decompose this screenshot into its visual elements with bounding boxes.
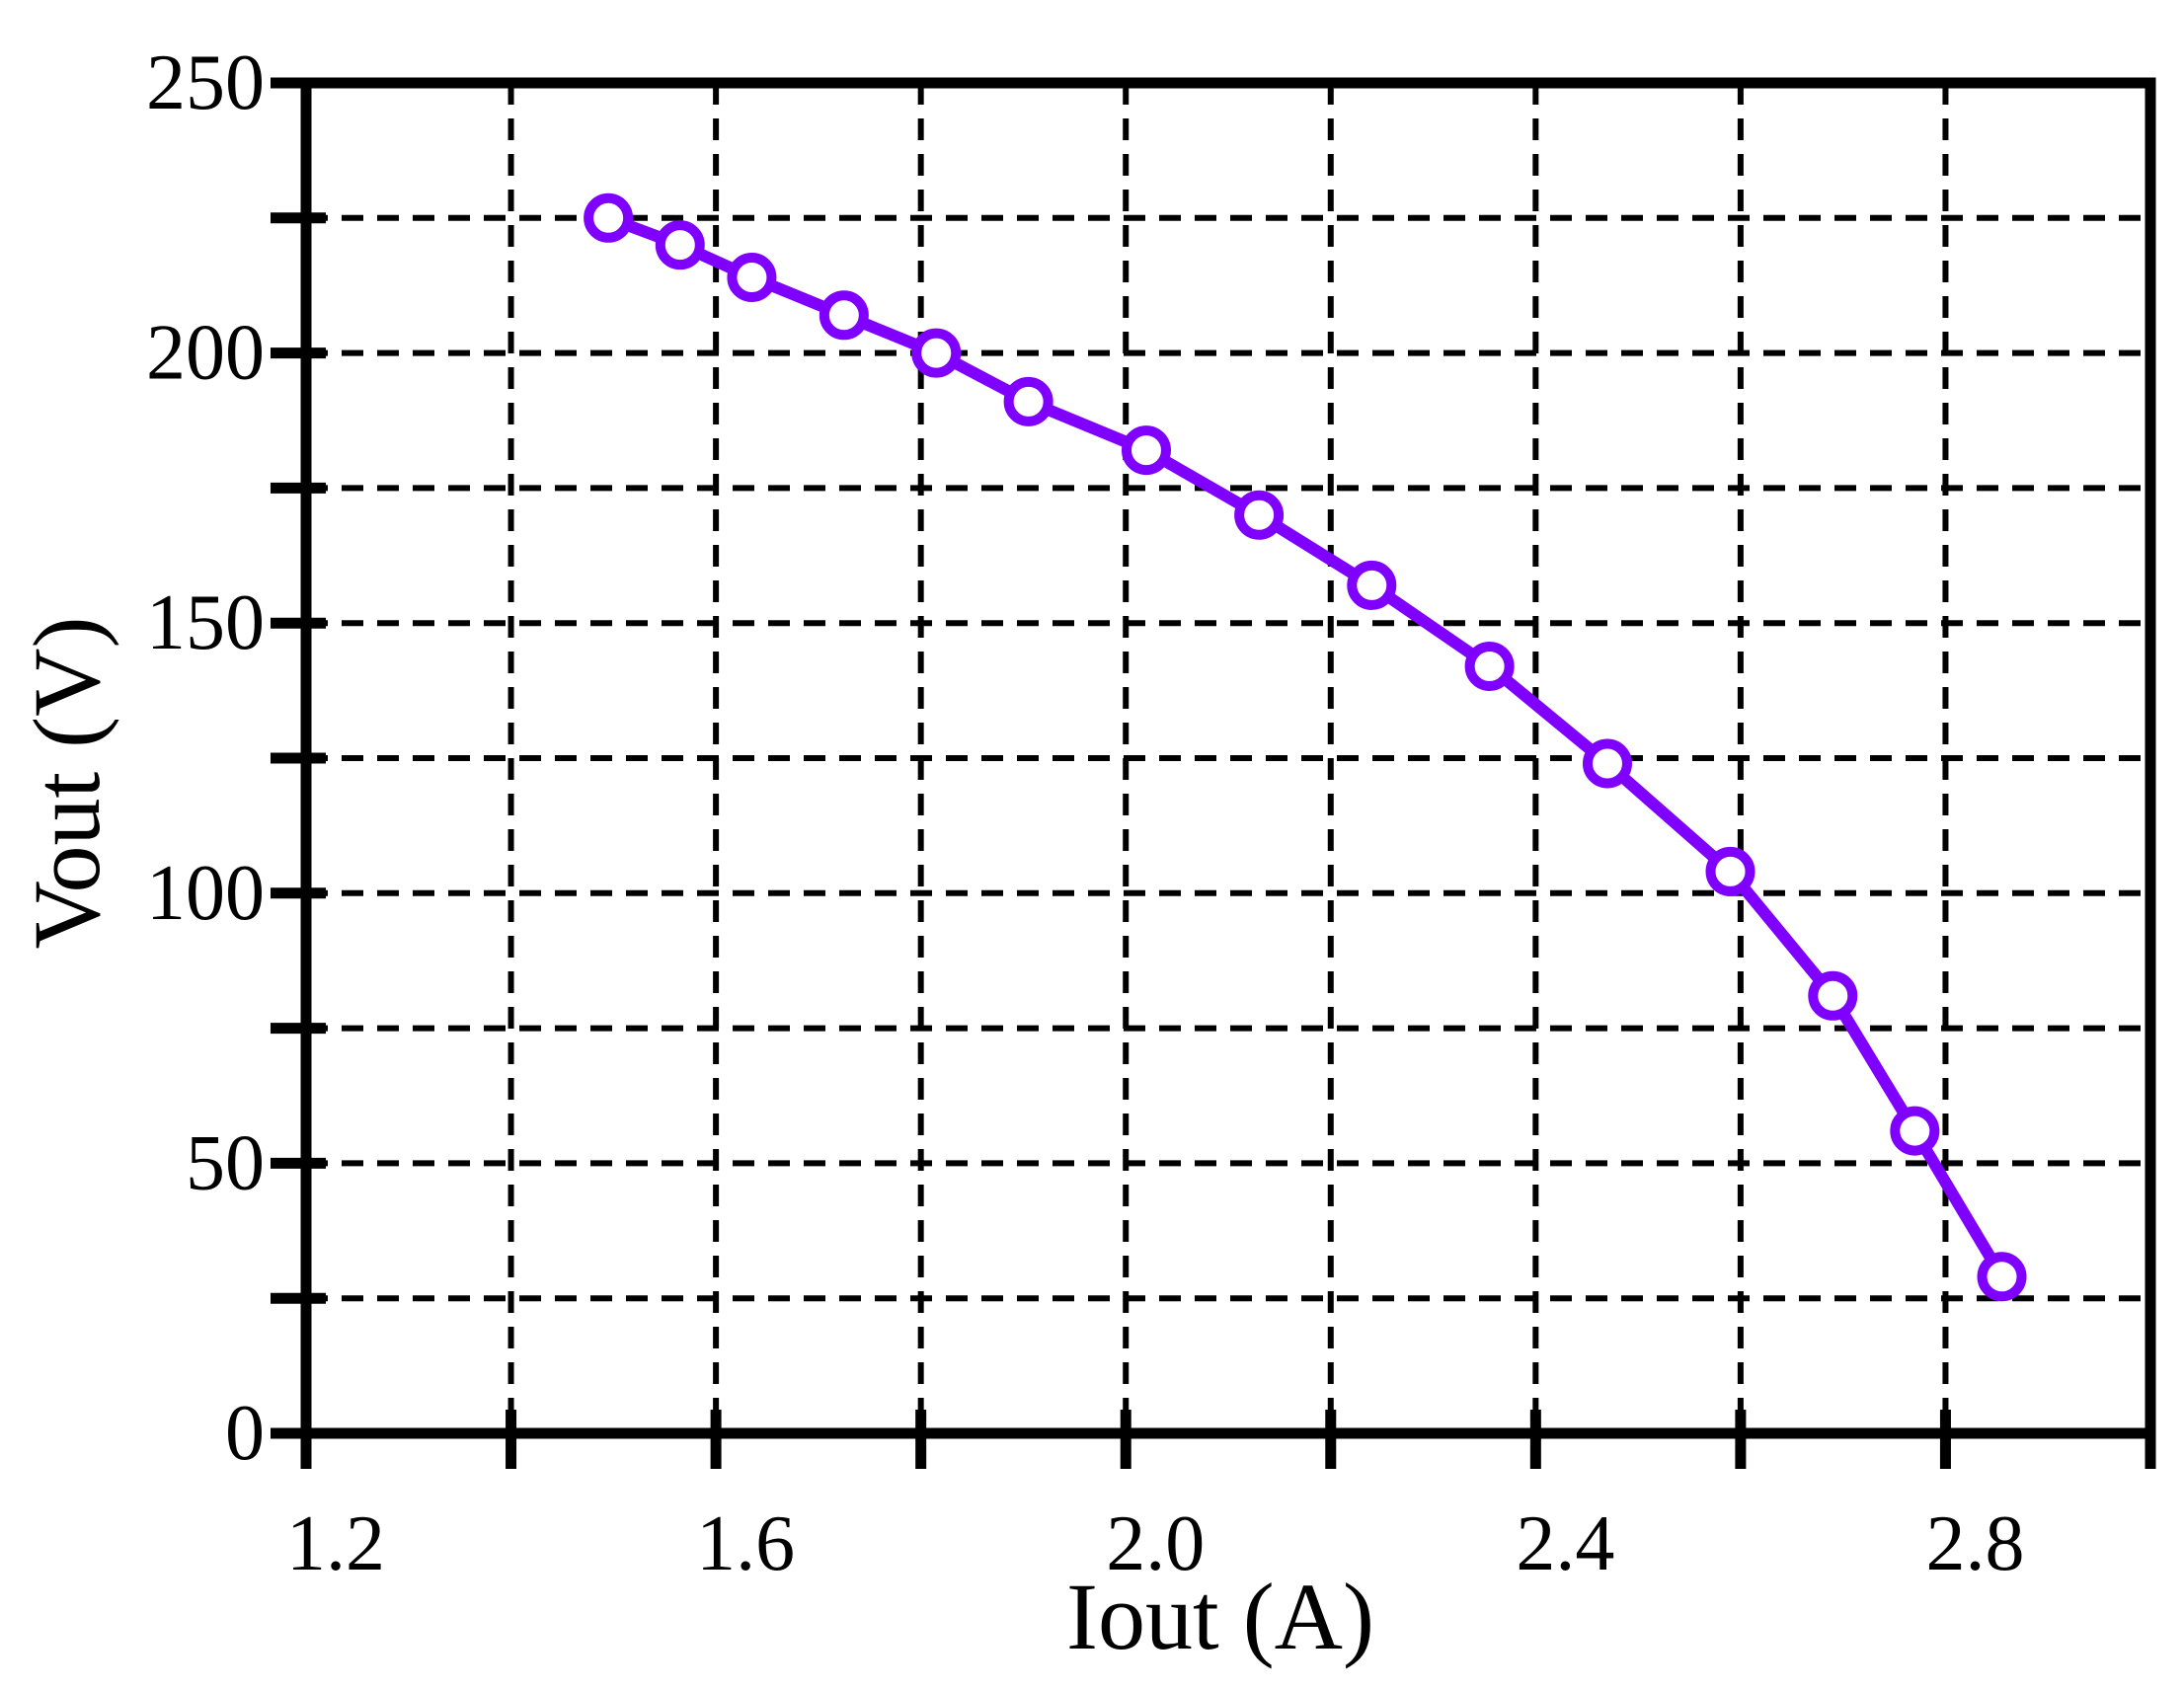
data-point <box>1464 641 1515 691</box>
y-tick-label: 150 <box>146 579 265 666</box>
x-tick-label: 2.8 <box>1925 1500 2024 1587</box>
data-point <box>1347 560 1397 610</box>
series-line <box>602 211 2008 1283</box>
data-point <box>655 220 705 270</box>
y-axis-label: Vout (V) <box>14 617 119 950</box>
data-point <box>1582 738 1632 789</box>
x-tick-label: 1.2 <box>286 1500 385 1587</box>
y-tick-label: 100 <box>146 850 265 937</box>
data-point <box>911 328 962 378</box>
x-tick-label: 1.6 <box>696 1500 795 1587</box>
data-point <box>1890 1106 1940 1156</box>
data-point <box>1234 490 1285 540</box>
data-point <box>1121 425 1171 476</box>
data-point <box>727 252 777 302</box>
data-point <box>1705 846 1755 896</box>
y-tick-label: 50 <box>186 1119 265 1206</box>
x-tick-label: 2.0 <box>1106 1500 1205 1587</box>
tick-labels: 1.2 1.6 2.0 2.4 2.8 0 50 100 150 200 250 <box>146 39 2024 1587</box>
x-tick-label: 2.4 <box>1516 1500 1614 1587</box>
data-point <box>1977 1252 2027 1302</box>
data-point <box>1808 970 1858 1021</box>
data-point <box>1003 376 1053 426</box>
data-point <box>584 192 634 243</box>
x-axis-label: Iout (A) <box>1066 1564 1374 1669</box>
data-point <box>819 290 869 341</box>
ticks <box>271 77 2156 1469</box>
y-tick-label: 0 <box>225 1390 265 1477</box>
y-tick-label: 250 <box>146 39 265 126</box>
grid <box>306 83 2150 1433</box>
series <box>584 192 2027 1302</box>
y-tick-label: 200 <box>146 310 265 397</box>
